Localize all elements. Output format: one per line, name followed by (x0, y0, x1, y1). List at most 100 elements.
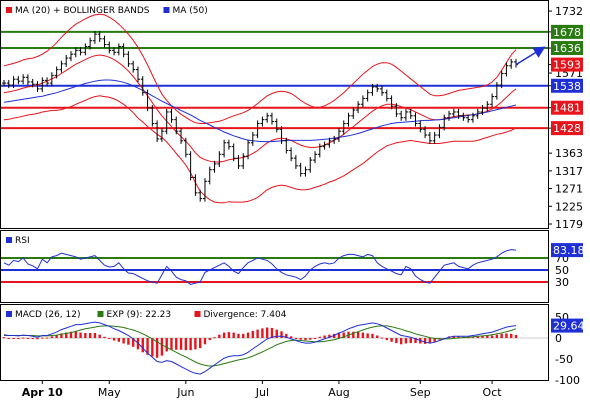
price-bar (475, 108, 480, 119)
price-bar (207, 166, 212, 185)
price-bar (131, 60, 136, 73)
divergence-bar (218, 334, 221, 339)
legend-label: RSI (15, 236, 30, 246)
price-bar (54, 66, 59, 79)
divergence-bar (165, 338, 168, 352)
divergence-bar (170, 338, 173, 350)
price-bar (198, 189, 203, 202)
price-bar (451, 108, 456, 117)
divergence-bar (285, 333, 288, 339)
divergence-bar (232, 332, 235, 339)
divergence-bar (179, 338, 183, 350)
price-bar (418, 120, 423, 133)
macd-last-badge-bg (551, 318, 583, 333)
divergence-bar (122, 338, 125, 344)
divergence-bar (198, 338, 202, 349)
divergence-bar (304, 338, 307, 341)
bollinger-lower-line (3, 95, 517, 204)
divergence-bar (423, 338, 427, 344)
price-bar (30, 78, 35, 88)
divergence-bar (21, 337, 25, 339)
divergence-bar (175, 338, 178, 350)
price-bar (68, 51, 73, 62)
price-bar (413, 112, 418, 127)
macd-y-tick-label: -50 (555, 353, 573, 366)
projection-arrow (515, 46, 546, 66)
price-bar (437, 124, 442, 139)
price-bar (423, 126, 428, 139)
price-bar (49, 72, 54, 87)
divergence-bar (155, 338, 159, 358)
price-bar (279, 126, 284, 144)
price-bar (365, 89, 370, 102)
divergence-bar (481, 335, 484, 339)
macd-y-tick-label: 0 (555, 332, 562, 345)
divergence-bar (514, 334, 518, 339)
legend-label: MA (50) (173, 6, 208, 16)
macd-line (3, 321, 517, 375)
price-bar (332, 135, 337, 144)
divergence-bar (213, 337, 216, 339)
legends: MA (20) + BOLLINGER BANDS MA (50) RSI MACD … (6, 6, 287, 320)
price-bar (313, 151, 318, 164)
divergence-bar (385, 338, 389, 341)
price-bar (327, 137, 332, 148)
price-bar (145, 89, 150, 112)
price-level-badge-bg (551, 41, 583, 56)
price-bar (2, 80, 6, 87)
legend-label: MA (20) + BOLLINGER BANDS (15, 6, 150, 16)
divergence-bar (505, 333, 508, 339)
price-bar (380, 85, 385, 96)
price-bar (360, 95, 365, 108)
price-bar (284, 137, 289, 154)
price-bar (265, 112, 270, 123)
divergence-bar (328, 334, 331, 339)
rsi-y-tick-label: 30 (555, 276, 569, 289)
divergence-bar (294, 338, 298, 340)
legend-label: EXP (9): 22.23 (107, 310, 172, 320)
x-tick-label: Jun (176, 386, 194, 399)
price-bar (59, 60, 64, 73)
divergence-bar (131, 338, 135, 347)
divergence-bar (103, 336, 106, 339)
divergence-bar (352, 331, 355, 339)
price-bar (485, 101, 490, 112)
price-level-badge-bg (551, 121, 583, 136)
divergence-bar (361, 332, 365, 339)
divergence-bar (55, 335, 58, 339)
signal-line (4, 325, 517, 367)
divergence-bar (208, 338, 211, 341)
divergence-bar (45, 337, 49, 339)
macd-panel-frame (0, 304, 549, 381)
price-bar (179, 128, 184, 144)
divergence-bar (289, 336, 293, 339)
divergence-bar (127, 338, 130, 345)
divergence-bar (31, 338, 34, 340)
price-bar (188, 151, 193, 181)
price-bar (11, 76, 16, 89)
price-bar (246, 139, 251, 160)
divergence-bar (69, 331, 73, 339)
price-bar (375, 83, 380, 92)
price-bar (102, 35, 107, 48)
divergence-bar (117, 338, 121, 342)
price-bar (92, 31, 97, 44)
divergence-bar (356, 331, 360, 339)
price-bar (78, 47, 83, 56)
last-price-badge: 1593 (553, 59, 581, 72)
price-bar (341, 120, 346, 135)
price-bar (389, 95, 394, 110)
divergence-bar (471, 336, 475, 339)
price-bar (461, 112, 466, 121)
price-level-badge-bg (551, 24, 583, 39)
price-bar (135, 66, 140, 83)
divergence-bar (318, 336, 322, 339)
price-bar (193, 174, 198, 196)
rsi-y-tick-label: 50 (555, 264, 569, 277)
price-bar (466, 114, 471, 123)
price-bar (447, 110, 452, 121)
price-bar (432, 131, 437, 144)
price-bar (164, 108, 169, 135)
divergence-bar (390, 338, 393, 342)
price-y-tick-label: 1225 (555, 200, 583, 213)
